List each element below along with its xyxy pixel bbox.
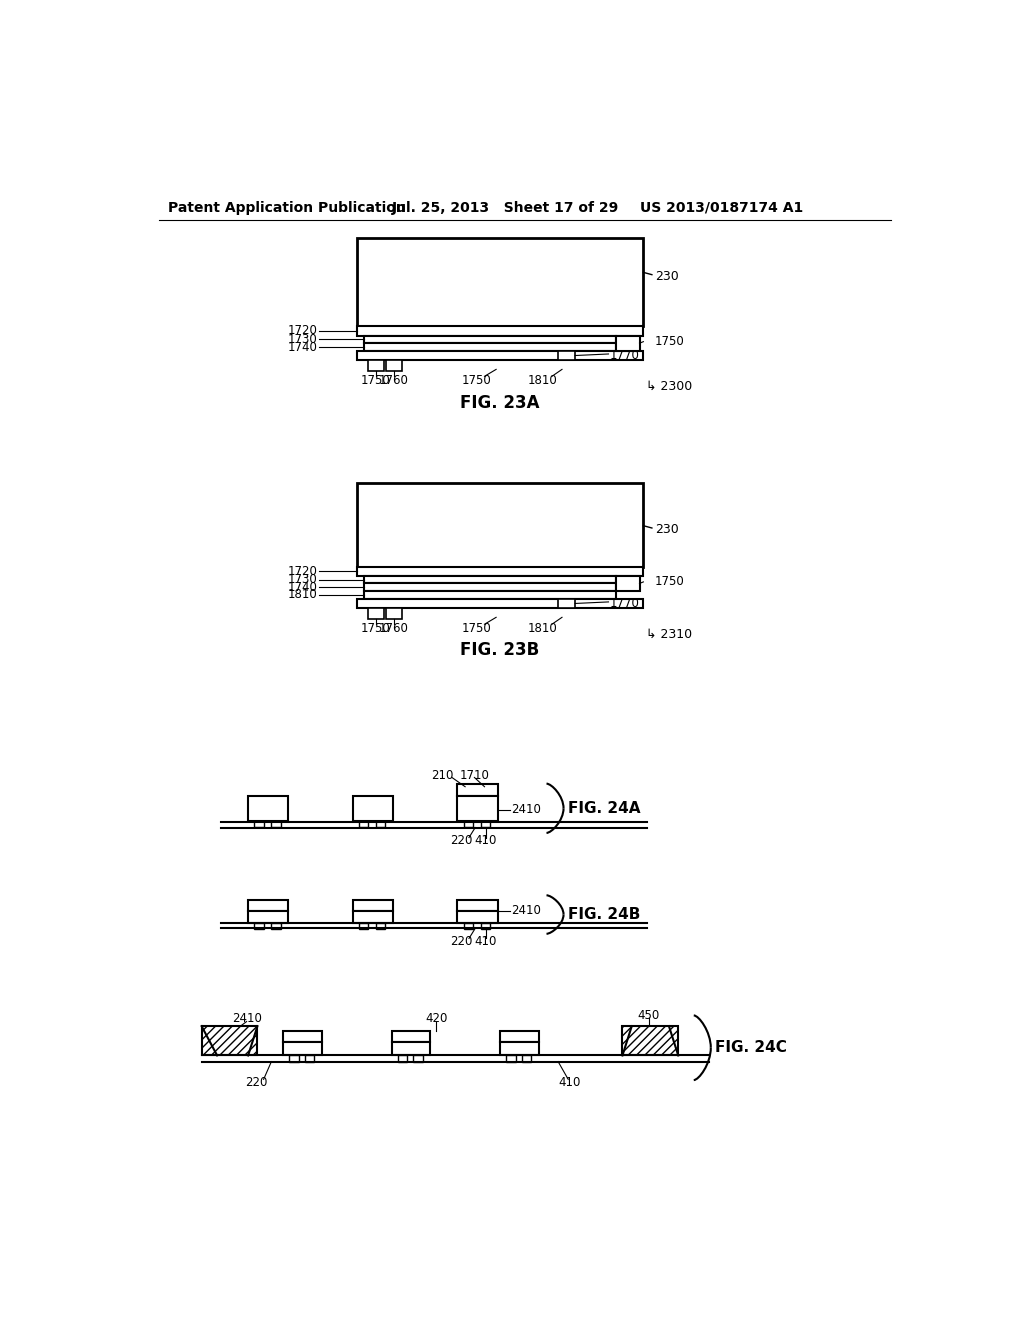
Text: Patent Application Publication: Patent Application Publication [168,201,407,215]
Bar [289,1056,299,1061]
Text: 1750: 1750 [462,622,492,635]
Text: 450: 450 [638,1008,659,1022]
Bar [506,1056,515,1061]
Text: 1750: 1750 [655,335,685,348]
Text: FIG. 23A: FIG. 23A [460,395,540,412]
Bar [521,1056,531,1061]
Text: 410: 410 [558,1076,581,1089]
Bar [480,821,489,826]
Text: 1740: 1740 [287,341,317,354]
Bar [365,335,616,343]
Text: 1750: 1750 [655,576,685,589]
Bar [356,238,643,326]
Bar [356,566,643,576]
Bar [464,821,473,826]
Bar [356,483,643,566]
Text: FIG. 24C: FIG. 24C [716,1040,787,1055]
Bar [359,821,369,826]
Bar [369,609,384,619]
Bar [356,351,643,360]
Text: 230: 230 [655,523,679,536]
Text: 1720: 1720 [287,325,317,338]
Bar [202,1026,257,1056]
Bar [500,1041,539,1056]
Bar [376,923,385,929]
Text: 2410: 2410 [231,1012,261,1026]
Bar [386,360,401,371]
Text: 1770: 1770 [610,597,640,610]
Text: 220: 220 [451,935,472,948]
Text: 210: 210 [431,770,453,783]
Text: ↳ 2300: ↳ 2300 [646,380,692,393]
Text: 1710: 1710 [460,770,489,783]
Bar [365,583,616,591]
Bar [558,351,575,360]
Text: 230: 230 [655,269,679,282]
Bar [254,821,263,826]
Bar [558,599,575,609]
Bar [365,343,616,351]
Text: 1760: 1760 [379,374,409,387]
Text: 410: 410 [475,834,498,847]
Text: 410: 410 [475,935,498,948]
Text: 220: 220 [245,1076,267,1089]
Bar [305,1056,314,1061]
Bar [248,796,289,821]
Text: 1750: 1750 [462,374,492,387]
Bar [369,360,384,371]
Bar [359,923,369,929]
Bar [365,591,616,599]
Bar [356,599,643,609]
Bar [352,911,393,923]
Text: FIG. 24A: FIG. 24A [568,801,641,816]
Text: 1750: 1750 [361,374,391,387]
Text: US 2013/0187174 A1: US 2013/0187174 A1 [640,201,803,215]
Text: 1720: 1720 [287,565,317,578]
Text: 2410: 2410 [512,904,542,917]
Bar [386,609,401,619]
Bar [352,796,393,821]
Text: 1740: 1740 [287,581,317,594]
Text: 220: 220 [451,834,472,847]
Bar [283,1031,322,1041]
Bar [458,796,498,821]
Bar [458,900,498,911]
Bar [458,784,498,796]
Bar [248,900,289,911]
Text: ↳ 2310: ↳ 2310 [646,628,692,640]
Bar [391,1041,430,1056]
Bar [623,1026,678,1056]
Text: 1760: 1760 [379,622,409,635]
Bar [616,335,640,351]
Text: 420: 420 [425,1012,447,1026]
Text: Jul. 25, 2013   Sheet 17 of 29: Jul. 25, 2013 Sheet 17 of 29 [391,201,618,215]
Bar [616,576,640,591]
Bar [376,821,385,826]
Text: FIG. 23B: FIG. 23B [461,640,540,659]
Bar [271,821,281,826]
Bar [500,1031,539,1041]
Text: 1730: 1730 [288,333,317,346]
Bar [391,1031,430,1041]
Text: 1730: 1730 [288,573,317,586]
Bar [356,326,643,335]
Bar [458,911,498,923]
Text: FIG. 24B: FIG. 24B [568,907,641,923]
Text: 1810: 1810 [288,589,317,602]
Text: 1770: 1770 [610,348,640,362]
Bar [283,1041,322,1056]
Bar [397,1056,407,1061]
Bar [365,576,616,583]
Bar [271,923,281,929]
Text: 2410: 2410 [512,803,542,816]
Text: 1810: 1810 [527,374,557,387]
Bar [248,911,289,923]
Bar [352,900,393,911]
Bar [480,923,489,929]
Bar [414,1056,423,1061]
Text: 1750: 1750 [361,622,391,635]
Text: 1810: 1810 [527,622,557,635]
Bar [254,923,263,929]
Bar [464,923,473,929]
